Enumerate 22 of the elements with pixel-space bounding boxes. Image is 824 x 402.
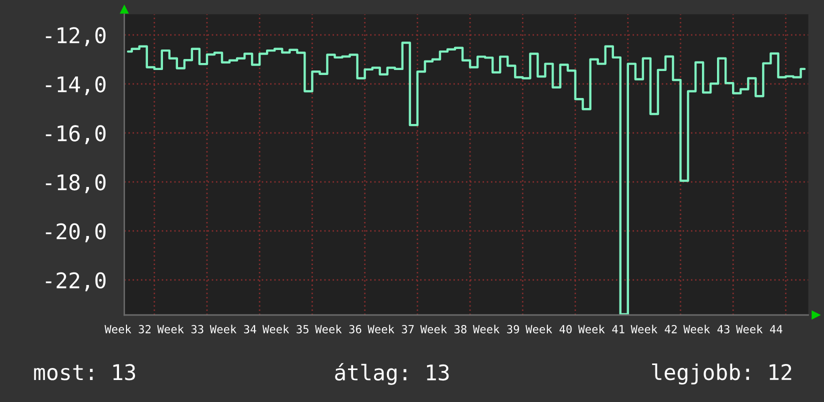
x-tick-label: Week 39: [472, 324, 520, 334]
text: most: 13: [34, 364, 136, 380]
y-tick-label: -16,0: [46, 125, 106, 144]
x-tick-label: Week 34: [210, 324, 256, 334]
x-tick-label: Week 44: [736, 324, 782, 334]
x-tick-label: Week 38: [420, 324, 466, 334]
x-tick-label: Week 35: [262, 324, 308, 334]
y-tick-label: -22,0: [46, 272, 106, 292]
x-tick-label: Week 32: [104, 324, 151, 334]
x-tick-label: Week 42: [630, 324, 677, 334]
x-tick-label: Week 33: [157, 324, 204, 334]
text: legjobb: 12: [652, 363, 792, 385]
y-tick-label: -14,0: [46, 76, 106, 96]
y-tick-label: -20,0: [46, 223, 106, 242]
x-tick-label: Week 41: [578, 324, 624, 334]
y-tick-label: -18,0: [46, 174, 106, 194]
x-tick-label: Week 40: [526, 324, 572, 334]
x-tick-label: Week 36: [315, 324, 362, 334]
text: átlag: 13: [335, 363, 449, 385]
y-tick-label: -12,0: [46, 27, 106, 46]
x-tick-label: Week 37: [368, 324, 414, 334]
x-tick-label: Week 43: [683, 324, 730, 334]
